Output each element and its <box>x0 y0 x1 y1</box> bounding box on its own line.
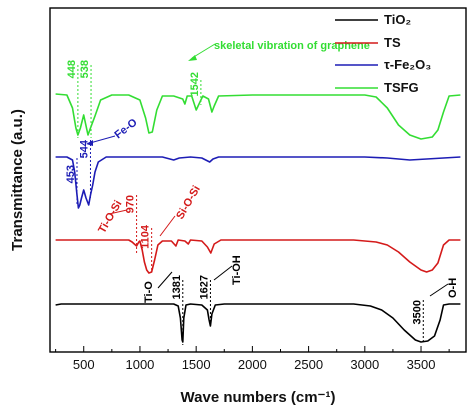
ti-oh-label: Ti-OH <box>231 255 243 285</box>
o-h-label: O-H <box>447 278 459 298</box>
skeletal-arrow <box>191 43 216 59</box>
x-tick-label-1500: 1500 <box>182 357 211 372</box>
fe-o-arrowhead <box>86 140 93 146</box>
skeletal-vibration-label: skeletal vibration of graphene <box>214 40 370 52</box>
series-line-tsfg <box>55 93 461 140</box>
x-axis-title: Wave numbers (cm⁻¹) <box>181 389 336 406</box>
si-o-si-label: Si-O-Si <box>174 184 203 222</box>
peak-label-1104: 1104 <box>140 224 152 249</box>
series-line-ts <box>55 239 461 274</box>
x-tick-label-2000: 2000 <box>238 357 267 372</box>
si-o-si-arrow <box>159 215 176 237</box>
peak-label-448: 448 <box>66 60 78 78</box>
peak-label-1381: 1381 <box>171 275 183 299</box>
ti-oh-arrow <box>213 265 233 281</box>
o-h-arrow <box>429 283 449 297</box>
y-axis-title: Transmittance (a.u.) <box>9 109 26 251</box>
legend-label-tsfg: TSFG <box>384 80 419 95</box>
peak-label-544: 544 <box>78 139 90 158</box>
series-line-fe2o3 <box>55 156 461 209</box>
legend-label-ts: TS <box>384 35 401 50</box>
peak-label-538: 538 <box>79 60 91 78</box>
fe-o-arrow <box>89 135 116 144</box>
fe-o-label: Fe-O <box>112 116 139 141</box>
ti-o-label: Ti-O <box>143 281 155 303</box>
x-axis-ticks: 500 1000 1500 2000 2500 3000 3500 <box>55 346 450 372</box>
legend: TiO₂ TS τ-Fe₂O₃ TSFG <box>335 12 431 95</box>
peak-label-3500: 3500 <box>411 300 423 324</box>
ti-o-si-label: Ti-O-Si <box>96 198 124 235</box>
x-tick-label-1000: 1000 <box>125 357 154 372</box>
x-tick-label-3500: 3500 <box>407 357 436 372</box>
x-tick-label-3000: 3000 <box>350 357 379 372</box>
x-tick-label-2500: 2500 <box>294 357 323 372</box>
plot-frame <box>49 7 467 353</box>
ti-o-si-arrow <box>108 209 128 215</box>
ti-o-arrow <box>157 271 173 289</box>
peak-label-1542: 1542 <box>189 72 201 96</box>
legend-label-fe2o3: τ-Fe₂O₃ <box>384 57 431 72</box>
x-tick-label-500: 500 <box>73 357 95 372</box>
peak-label-1627: 1627 <box>198 275 210 299</box>
series-group <box>55 93 461 343</box>
peak-label-970: 970 <box>125 195 137 213</box>
peak-label-453: 453 <box>65 165 77 183</box>
series-line-tio2 <box>55 303 461 343</box>
skeletal-arrowhead <box>188 55 197 61</box>
legend-label-tio2: TiO₂ <box>384 12 411 27</box>
